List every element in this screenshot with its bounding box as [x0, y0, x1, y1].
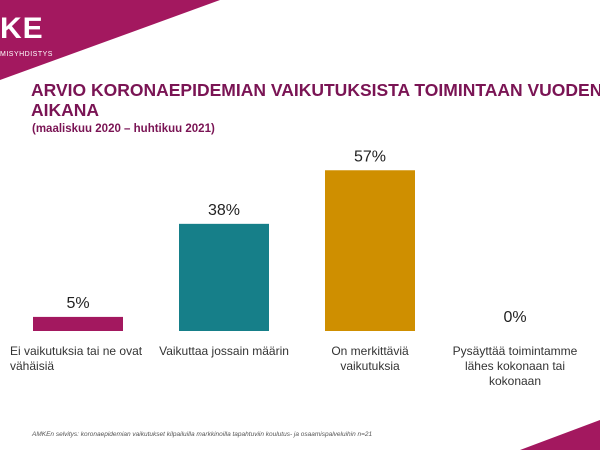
value-label-4: 0% [503, 309, 526, 326]
page-title: ARVIO KORONAEPIDEMIAN VAIKUTUKSISTA TOIM… [31, 80, 600, 120]
header-banner [0, 0, 220, 80]
value-label-3: 57% [354, 148, 386, 165]
bar-1 [33, 316, 123, 331]
title-line-1: ARVIO KORONAEPIDEMIAN VAIKUTUKSISTA TOIM… [31, 80, 600, 100]
category-label-3-line-1: On merkittäviä [331, 344, 409, 358]
category-label-1-line-1: Ei vaikutuksia tai ne ovat [10, 344, 143, 358]
title-line-2: AIKANA [31, 100, 100, 120]
category-label-4-line-2: lähes kokonaan tai [465, 359, 565, 373]
bar-3 [325, 170, 415, 331]
page-subtitle: (maaliskuu 2020 – huhtikuu 2021) [32, 123, 215, 135]
category-label-4-line-1: Pysäyttää toimintamme [453, 344, 578, 358]
category-label-4-line-3: kokonaan [489, 374, 541, 388]
value-label-2: 38% [208, 202, 240, 219]
category-label-2-line-1: Vaikuttaa jossain määrin [159, 344, 289, 358]
value-label-1: 5% [66, 295, 89, 312]
category-label-1-line-2: vähäisiä [10, 359, 54, 373]
logo-subtext: MISYHDISTYS [0, 51, 53, 58]
category-label-3-line-2: vaikutuksia [340, 359, 400, 373]
logo: KE [0, 12, 44, 45]
footnote: AMKEn selvitys: koronaepidemian vaikutuk… [32, 431, 373, 438]
bar-2 [179, 223, 269, 331]
